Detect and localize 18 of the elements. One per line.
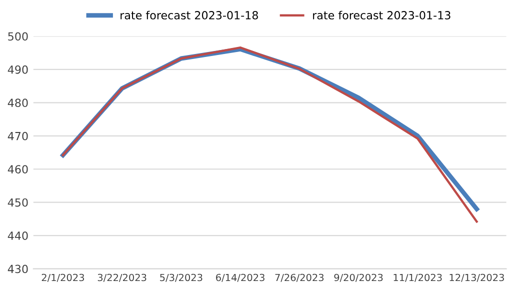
y-tick-label: 450 bbox=[8, 198, 28, 207]
x-tick-label: 6/14/2023 bbox=[216, 274, 264, 282]
x-tick-label: 3/22/2023 bbox=[98, 274, 146, 282]
y-tick-label: 480 bbox=[8, 98, 28, 108]
y-tick-label: 440 bbox=[8, 232, 28, 240]
x-tick-label: 11/1/2023 bbox=[394, 274, 442, 282]
y-tick-label: 490 bbox=[8, 65, 28, 74]
y-tick-label: 470 bbox=[8, 132, 28, 140]
x-tick-label: 9/20/2023 bbox=[334, 274, 383, 282]
y-tick-label: 430 bbox=[8, 264, 28, 274]
x-tick-label: 2/1/2023 bbox=[42, 274, 84, 282]
legend-label: rate forecast 2023-01-18 bbox=[120, 10, 258, 20]
x-tick-label: 12/13/2023 bbox=[450, 274, 504, 282]
y-tick-label: 460 bbox=[8, 165, 28, 174]
legend-label: rate forecast 2023-01-13 bbox=[313, 10, 450, 20]
y-tick-label: 500 bbox=[8, 32, 28, 41]
x-tick-label: 5/3/2023 bbox=[160, 274, 202, 282]
x-tick-label: 7/26/2023 bbox=[275, 274, 324, 282]
